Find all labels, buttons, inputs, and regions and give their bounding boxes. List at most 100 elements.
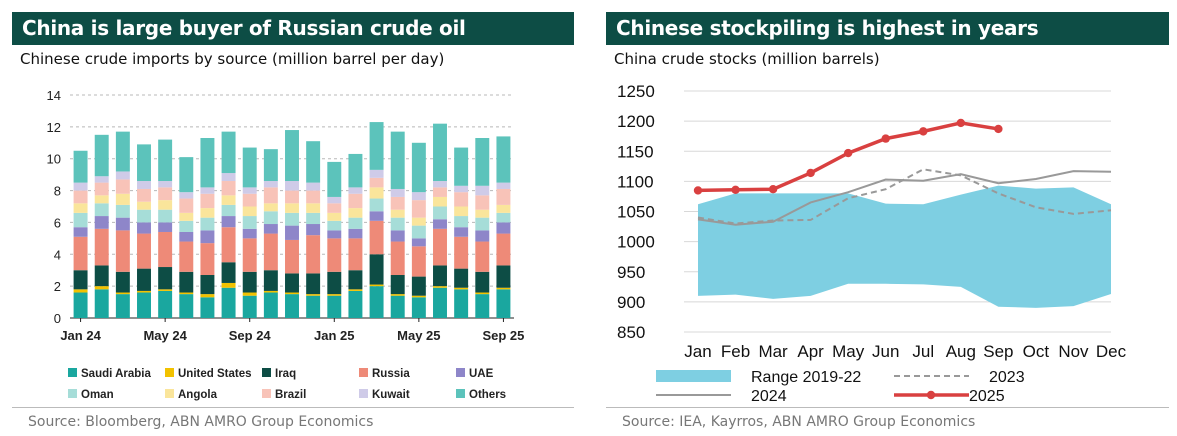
legend-label: Kuwait [372,389,410,401]
bar-segment [327,294,342,296]
bar-segment [390,241,405,275]
bar-segment [369,211,384,221]
right-panel: Chinese stockpiling is highest in years … [606,12,1169,68]
bar-segment [327,295,342,318]
bar-segment [475,292,490,295]
bar-segment [348,193,363,209]
y-tick-label: 0 [54,311,61,326]
bar-segment [285,239,299,274]
legend-label: Angola [178,389,218,401]
bar-segment [200,217,215,231]
bar-segment [475,185,490,196]
bar-segment [390,294,405,296]
y-tick-label: 1150 [617,142,654,161]
bar-segment [137,188,151,202]
bar-segment [221,282,236,288]
series-point [843,148,853,158]
bar-segment [475,195,490,210]
legend-label: Saudi Arabia [81,368,151,380]
bar-segment [179,271,194,293]
y-tick-label: 1100 [617,172,654,191]
bar-segment [137,209,151,223]
bar-segment [454,206,469,217]
bar-segment [242,193,257,207]
bar-segment [242,216,257,229]
bar-segment [263,211,278,225]
bar-segment [263,233,278,271]
x-tick-label: Sep 25 [482,328,524,343]
series-line [697,170,1112,226]
bar-segment [390,274,405,295]
bar-segment [158,290,173,318]
bar-segment [390,295,405,318]
bar-segment [242,271,257,293]
bar-segment [369,254,384,285]
bar-segment [200,230,215,244]
legend-label: Range 2019-22 [751,369,861,386]
bar-segment [454,268,469,288]
bar-segment [433,206,447,220]
bar-segment [158,181,173,188]
legend-label: UAE [469,368,494,380]
y-tick-label: 6 [54,215,61,230]
series-point [881,134,890,143]
bar-segment [306,203,321,213]
y-tick-label: 4 [54,247,61,262]
bar-segment [221,204,236,217]
bar-segment [496,182,511,189]
range-band [698,185,1111,308]
bar-segment [454,185,469,193]
y-tick-label: 950 [617,263,645,282]
bar-segment [115,292,130,295]
series-point [994,124,1003,134]
bar-segment [137,292,151,318]
bar-segment [263,149,278,182]
bar-segment [94,195,109,204]
right-chart-subtitle: China crude stocks (million barrels) [614,50,880,68]
right-source: Source: IEA, Kayrros, ABN AMRO Group Eco… [622,414,976,430]
bar-segment [433,219,447,229]
bar-segment [496,265,511,288]
legend-swatch [456,389,465,398]
bar-segment [263,187,278,204]
bar-segment [369,220,384,255]
legend-swatch [456,368,465,377]
right-chart-title: Chinese stockpiling is highest in years [606,12,1169,45]
x-tick-label: Oct [1023,342,1050,361]
bar-segment [73,292,88,318]
bar-segment [242,228,257,239]
bar-segment [179,157,194,193]
bar-segment [73,150,88,183]
bar-segment [496,204,511,213]
bar-segment [179,192,194,199]
bar-segment [242,292,257,296]
bar-segment [348,289,363,291]
bar-segment [137,181,151,189]
x-tick-label: May [832,342,865,361]
legend-label: Others [469,389,506,401]
legend-label: United States [178,368,252,380]
bar-segment [94,265,109,287]
bar-segment [158,139,173,182]
bar-segment [263,181,278,188]
bar-segment [179,241,194,272]
legend-label: 2024 [751,388,787,405]
bar-segment [221,173,236,182]
bar-segment [369,187,384,199]
bar-segment [200,274,215,295]
bar-segment [73,182,88,191]
bar-segment [200,208,215,218]
y-tick-label: 10 [47,152,61,167]
bar-segment [158,231,173,268]
bar-segment [433,265,447,287]
bar-segment [433,181,447,188]
bar-segment [454,287,469,290]
bar-segment [285,181,299,191]
bar-segment [411,246,426,277]
series-line [697,168,1112,225]
bar-segment [411,225,426,239]
bar-segment [221,287,236,318]
legend-label: Iraq [275,368,296,380]
y-tick-label: 1250 [617,82,655,101]
bar-segment [390,188,405,197]
